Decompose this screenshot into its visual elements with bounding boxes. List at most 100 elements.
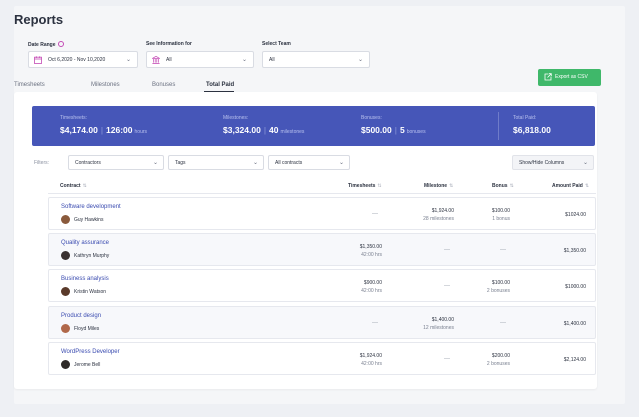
chevron-down-icon: ⌄ (357, 57, 363, 63)
table-header-divider (48, 193, 596, 194)
milestone-cell: $1,924.00 28 milestones (423, 207, 454, 223)
avatar (61, 360, 70, 369)
avatar (61, 287, 70, 296)
summary-total-paid-amount: $6,818.00 (513, 125, 551, 135)
amount-paid-cell: $1000.00 (565, 284, 586, 290)
see-info-select[interactable]: All ⌄ (146, 51, 254, 68)
empty-value-dash: — (372, 211, 378, 217)
column-header-timesheets[interactable]: Timesheets ⇅ (348, 183, 382, 189)
bonus-detail: 1 bonus (492, 216, 510, 222)
export-csv-button[interactable]: Export as CSV (538, 69, 601, 86)
summary-bar: Timesheets: $4,174.00 | 126:00 hours Milest… (32, 106, 595, 146)
page-title: Reports (14, 12, 64, 27)
timesheets-detail: 42:00 hrs (361, 361, 382, 367)
summary-timesheets: Timesheets: $4,174.00 | 126:00 hours (60, 115, 148, 135)
contractor-name: Jerome Bell (74, 362, 101, 368)
bonus-detail: 2 bonuses (486, 288, 510, 294)
summary-bonuses-amount: $500.00 (361, 125, 392, 135)
export-csv-label: Export as CSV (555, 74, 588, 80)
contract-link[interactable]: Quality assurance (61, 240, 110, 246)
contracts-filter-label: All contracts (275, 160, 303, 166)
empty-value-dash: — (500, 320, 506, 326)
summary-milestones-count: 40 (269, 125, 279, 135)
summary-bonuses-label: Bonuses: (361, 115, 382, 121)
tab-total-paid[interactable]: Total Paid (206, 82, 235, 88)
table-row[interactable]: Quality assurance Kathryn Murphy $1,350.00… (48, 233, 596, 266)
timesheets-detail: 42:00 hrs (361, 252, 382, 258)
timesheets-detail: 42:00 hrs (361, 288, 382, 294)
contract-link[interactable]: Product design (61, 313, 102, 319)
contract-link[interactable]: Business analysis (61, 276, 109, 282)
date-range-select[interactable]: Oct 6,2020 - Nov 10,2020 ⌄ (28, 51, 138, 68)
table-row[interactable]: Business analysis Kristin Watson $900.00 42… (48, 269, 596, 302)
avatar (61, 215, 70, 224)
chevron-down-icon: ⌄ (152, 160, 158, 166)
building-icon (152, 56, 160, 64)
summary-milestones-unit: milestones (280, 129, 305, 135)
avatar (61, 324, 70, 333)
contracts-filter[interactable]: All contracts ⌄ (268, 155, 350, 170)
date-range-value: Oct 6,2020 - Nov 10,2020 (48, 57, 106, 63)
table-row[interactable]: Product design Floyd Miles — $1,400.00 12 mi… (48, 306, 596, 339)
milestone-detail: 12 milestones (423, 325, 454, 331)
empty-value-dash: — (500, 247, 506, 253)
amount-paid-cell: $1,400.00 (563, 321, 586, 327)
empty-value-dash: — (444, 247, 450, 253)
bonus-amount: $100.00 (491, 280, 510, 286)
chevron-down-icon: ⌄ (125, 57, 131, 63)
contractor-name: Kathryn Murphy (74, 253, 110, 259)
summary-bonuses: Bonuses: $500.00 | 5 bonuses (361, 115, 426, 135)
table-row[interactable]: Software development Guy Hawkins — $1,924.0… (48, 197, 596, 230)
summary-timesheets-hours: 126:00 (106, 125, 133, 135)
amount-paid-cell: $1,350.00 (563, 248, 586, 254)
amount-paid-cell: $2,124.00 (563, 357, 586, 363)
timesheets-cell: $900.00 42:00 hrs (361, 279, 382, 295)
summary-total-paid: Total Paid: $6,818.00 (513, 115, 551, 135)
milestone-detail: 28 milestones (423, 216, 454, 222)
tab-timesheets[interactable]: Timesheets (14, 82, 45, 88)
select-team-label: Select Team (262, 41, 291, 47)
see-info-value: All (166, 57, 172, 63)
date-range-label: Date Range (28, 41, 64, 48)
empty-value-dash: — (444, 356, 450, 362)
tab-bonuses[interactable]: Bonuses (152, 82, 176, 88)
show-hide-columns-button[interactable]: Show/Hide Columns ⌄ (512, 155, 594, 170)
timesheets-amount: $1,350.00 (359, 244, 382, 250)
summary-milestones-amount: $3,324.00 (223, 125, 261, 135)
summary-divider (498, 112, 499, 140)
bonus-cell: $200.00 2 bonuses (487, 352, 510, 368)
bonus-cell: $100.00 1 bonus (492, 207, 510, 223)
summary-timesheets-label: Timesheets: (60, 115, 88, 121)
active-tab-indicator (204, 91, 234, 93)
empty-value-dash: — (372, 320, 378, 326)
summary-hours-unit: hours (134, 129, 148, 135)
contractor-name: Guy Hawkins (74, 217, 104, 223)
info-icon[interactable] (57, 41, 64, 47)
contractor-name: Kristin Watson (74, 289, 107, 295)
contract-link[interactable]: Software development (61, 204, 121, 210)
tags-filter[interactable]: Tags ⌄ (168, 155, 264, 170)
summary-bonuses-unit: bonuses (406, 129, 426, 135)
column-header-milestone[interactable]: Milestone ⇅ (424, 183, 454, 189)
summary-milestones-label: Milestones: (223, 115, 249, 121)
export-icon (544, 73, 552, 81)
column-header-amount-paid[interactable]: Amount Paid ⇅ (552, 183, 590, 189)
chevron-down-icon: ⌄ (241, 57, 247, 63)
milestone-amount: $1,400.00 (431, 317, 454, 323)
milestone-amount: $1,924.00 (431, 208, 454, 214)
table-row[interactable]: WordPress Developer Jerome Bell $1,924.00 4… (48, 342, 596, 375)
tags-filter-label: Tags (175, 160, 186, 166)
contractors-filter[interactable]: Contractors ⌄ (68, 155, 164, 170)
timesheets-cell: $1,350.00 42:00 hrs (360, 243, 382, 259)
contractors-filter-label: Contractors (75, 160, 101, 166)
column-header-bonus[interactable]: Bonus ⇅ (492, 183, 514, 189)
tab-milestones[interactable]: Milestones (91, 82, 120, 88)
summary-bonuses-count: 5 (399, 125, 405, 135)
show-hide-columns-label: Show/Hide Columns (519, 160, 565, 166)
contract-link[interactable]: WordPress Developer (61, 349, 120, 355)
column-header-contract[interactable]: Contract ⇅ (60, 183, 87, 189)
select-team-select[interactable]: All ⌄ (262, 51, 370, 68)
bonus-amount: $200.00 (491, 353, 510, 359)
bonus-amount: $100.00 (491, 208, 510, 214)
bonus-detail: 2 bonuses (486, 361, 510, 367)
